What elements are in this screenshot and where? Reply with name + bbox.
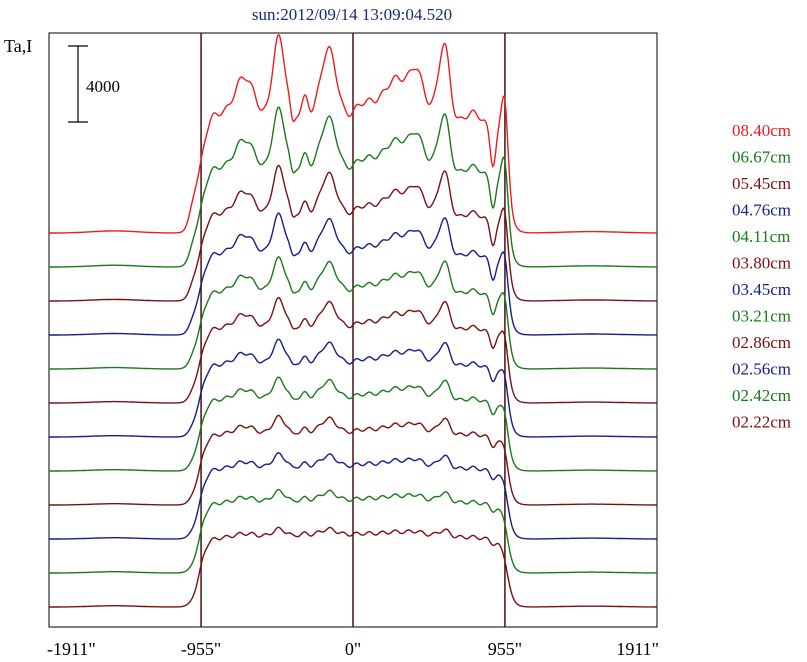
x-tick-label: 1911" [616,639,659,659]
series-line-02-42cm [49,488,657,574]
x-tick-label: 955" [488,639,522,659]
legend-entry: 08.40cm [732,121,791,140]
series-line-05-45cm [49,164,658,302]
x-tick-label: -1911" [47,639,96,659]
reference-lines [200,33,506,627]
y-axis-label: Ta,I [4,36,32,56]
legend: 08.40cm 06.67cm 05.45cm 04.76cm 04.11cm 03.80… [732,121,791,432]
legend-entry: 02.86cm [732,333,791,352]
legend-entry: 02.42cm [732,386,791,405]
scale-bar [68,45,88,123]
legend-entry: 02.22cm [732,413,791,432]
x-tick-labels: -1911" -955" 0" 955" 1911" [47,639,659,659]
series-line-06-67cm [49,106,657,268]
legend-entry: 05.45cm [732,174,791,193]
series-line-02-86cm [49,414,657,506]
x-tick-label: -955" [181,639,221,659]
series-line-02-56cm [49,452,657,540]
legend-entry: 03.45cm [732,280,791,299]
series-line-03-80cm [49,297,657,404]
x-tick-label: 0" [345,639,361,659]
legend-entry: 04.11cm [732,227,790,246]
series-layer [49,34,658,608]
series-line-08-40cm [49,34,657,234]
legend-entry: 04.76cm [732,201,791,220]
series-line-02-22cm [49,526,657,608]
series-line-04-76cm [49,212,658,336]
scale-bar-label: 4000 [86,77,120,96]
legend-entry: 03.80cm [732,254,791,273]
legend-entry: 02.56cm [732,360,791,379]
series-line-03-45cm [49,338,657,438]
chart-title: sun:2012/09/14 13:09:04.520 [252,5,452,24]
series-line-04-11cm [49,256,657,370]
legend-entry: 06.67cm [732,148,791,167]
legend-entry: 03.21cm [732,307,791,326]
series-line-03-21cm [49,376,657,472]
